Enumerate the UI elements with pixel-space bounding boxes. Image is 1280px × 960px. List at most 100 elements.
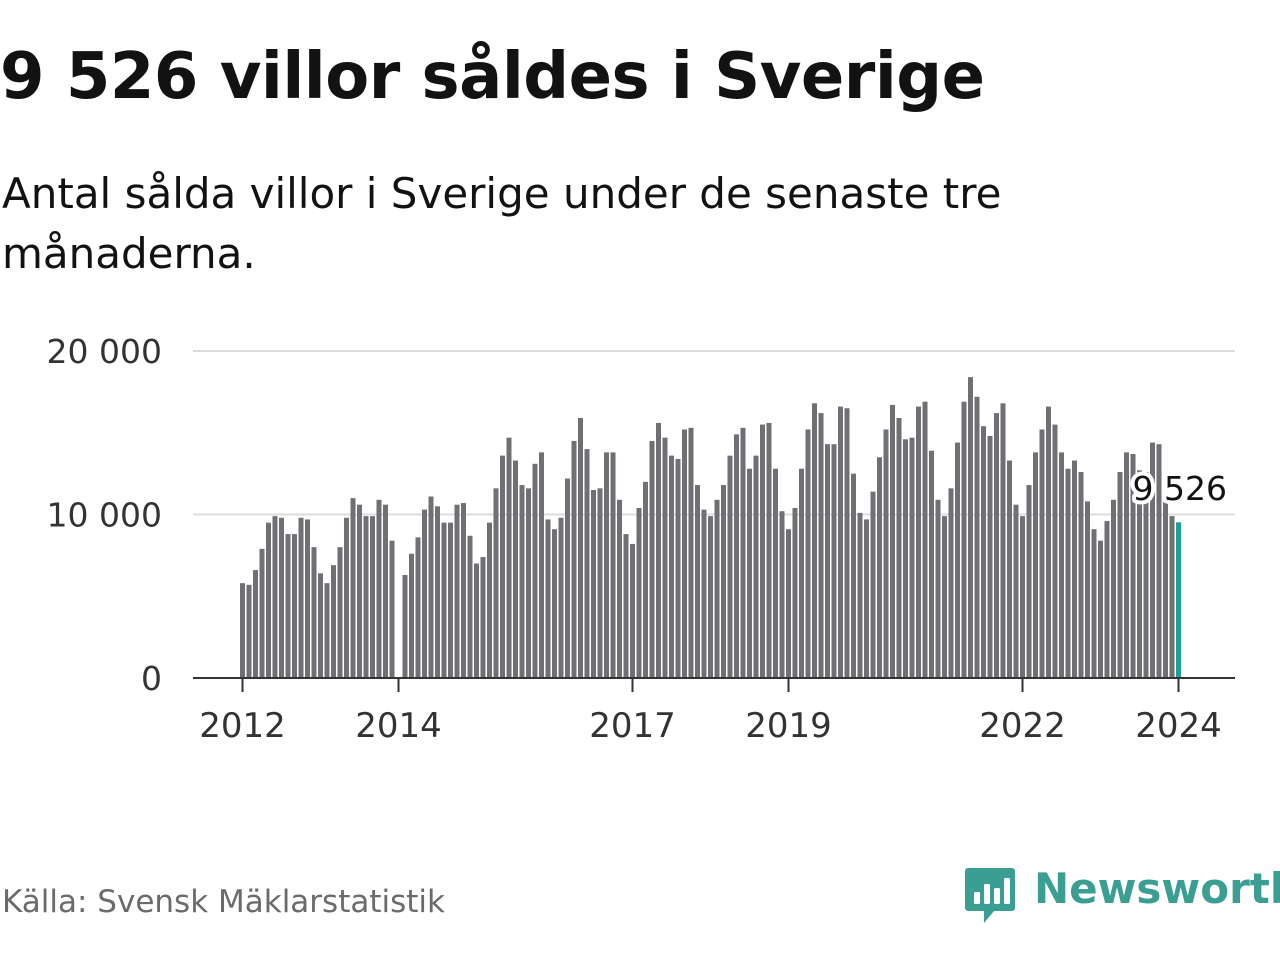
chart-subtitle: Antal sålda villor i Sverige under de se… [2,169,1002,278]
bar [493,488,499,678]
bar [513,460,518,678]
bar [298,517,304,678]
bar [604,452,609,678]
bar [1124,452,1129,678]
bar [474,563,479,678]
bar [630,543,635,678]
bar [701,509,707,678]
bar [428,496,434,678]
bar [1065,468,1071,678]
bar [961,401,967,678]
bar [448,522,453,678]
bar [955,442,960,678]
x-tick-label: 2012 [199,706,286,746]
bar [350,498,356,678]
bar [1137,470,1142,678]
bar [903,439,908,678]
bar [1143,471,1149,678]
bar [1085,501,1090,678]
bar [935,499,941,678]
bar [682,429,687,678]
bar [779,511,785,678]
bar [669,455,674,678]
bar [454,504,460,678]
bar [844,408,850,678]
bar-chart: 0 10 000 20 000 2012 2014 2017 2019 2022 2024 9 … [47,332,1235,746]
bar [311,547,317,678]
bar [376,499,382,678]
y-tick-label: 20 000 [47,332,162,371]
bar [838,406,843,678]
bar [1033,452,1038,678]
bar [721,485,726,678]
bar [545,519,551,678]
bar [597,488,603,678]
bar [1163,496,1168,678]
bar [727,455,733,678]
bar [929,450,934,678]
bar [994,413,999,678]
bar [695,485,700,678]
bar [370,516,375,678]
bar [643,481,648,678]
bar [896,418,902,678]
bar [786,529,791,678]
bar [968,377,973,678]
bar [519,485,525,678]
bar [1039,429,1045,678]
bar [357,504,362,678]
bar [766,422,772,678]
bar [279,517,284,678]
bar [480,557,486,678]
newsworthy-logo-icon [965,868,1015,923]
bar [825,444,830,678]
bar [363,516,369,678]
bar [1059,452,1064,678]
x-tick-label: 2019 [745,706,832,746]
bar [571,440,577,678]
bar [500,455,505,678]
bar [532,463,538,678]
bar [812,403,817,678]
bar [1130,454,1136,678]
bar [253,570,258,678]
bar [565,478,570,678]
bar [1117,471,1123,678]
bar [636,507,642,678]
bar [974,396,980,678]
bar [259,548,265,678]
value-label-halo: 9 526 [1133,469,1227,508]
bar [435,506,440,678]
bar [987,436,993,678]
bar [909,437,915,678]
bar [688,427,694,678]
bar [1111,499,1116,678]
bar [1046,406,1051,678]
bar [981,426,986,678]
bar [1013,504,1019,678]
bar [753,455,759,678]
bar [662,437,668,678]
bar [773,468,778,678]
bar [851,473,856,679]
bar [578,418,583,678]
bar [857,512,863,678]
bar [1169,516,1175,678]
bar [617,499,622,678]
bar [246,584,252,678]
bar [415,537,421,678]
bar [1104,521,1110,678]
bar [831,444,837,678]
bar [337,547,343,678]
bar [318,573,323,678]
bar [272,516,278,678]
bar [526,488,531,678]
y-tick-label: 10 000 [47,496,162,535]
bar [441,522,447,678]
bar [324,583,330,678]
bar [890,404,895,678]
bar [656,422,661,678]
bar [610,452,616,678]
bar [422,509,427,678]
